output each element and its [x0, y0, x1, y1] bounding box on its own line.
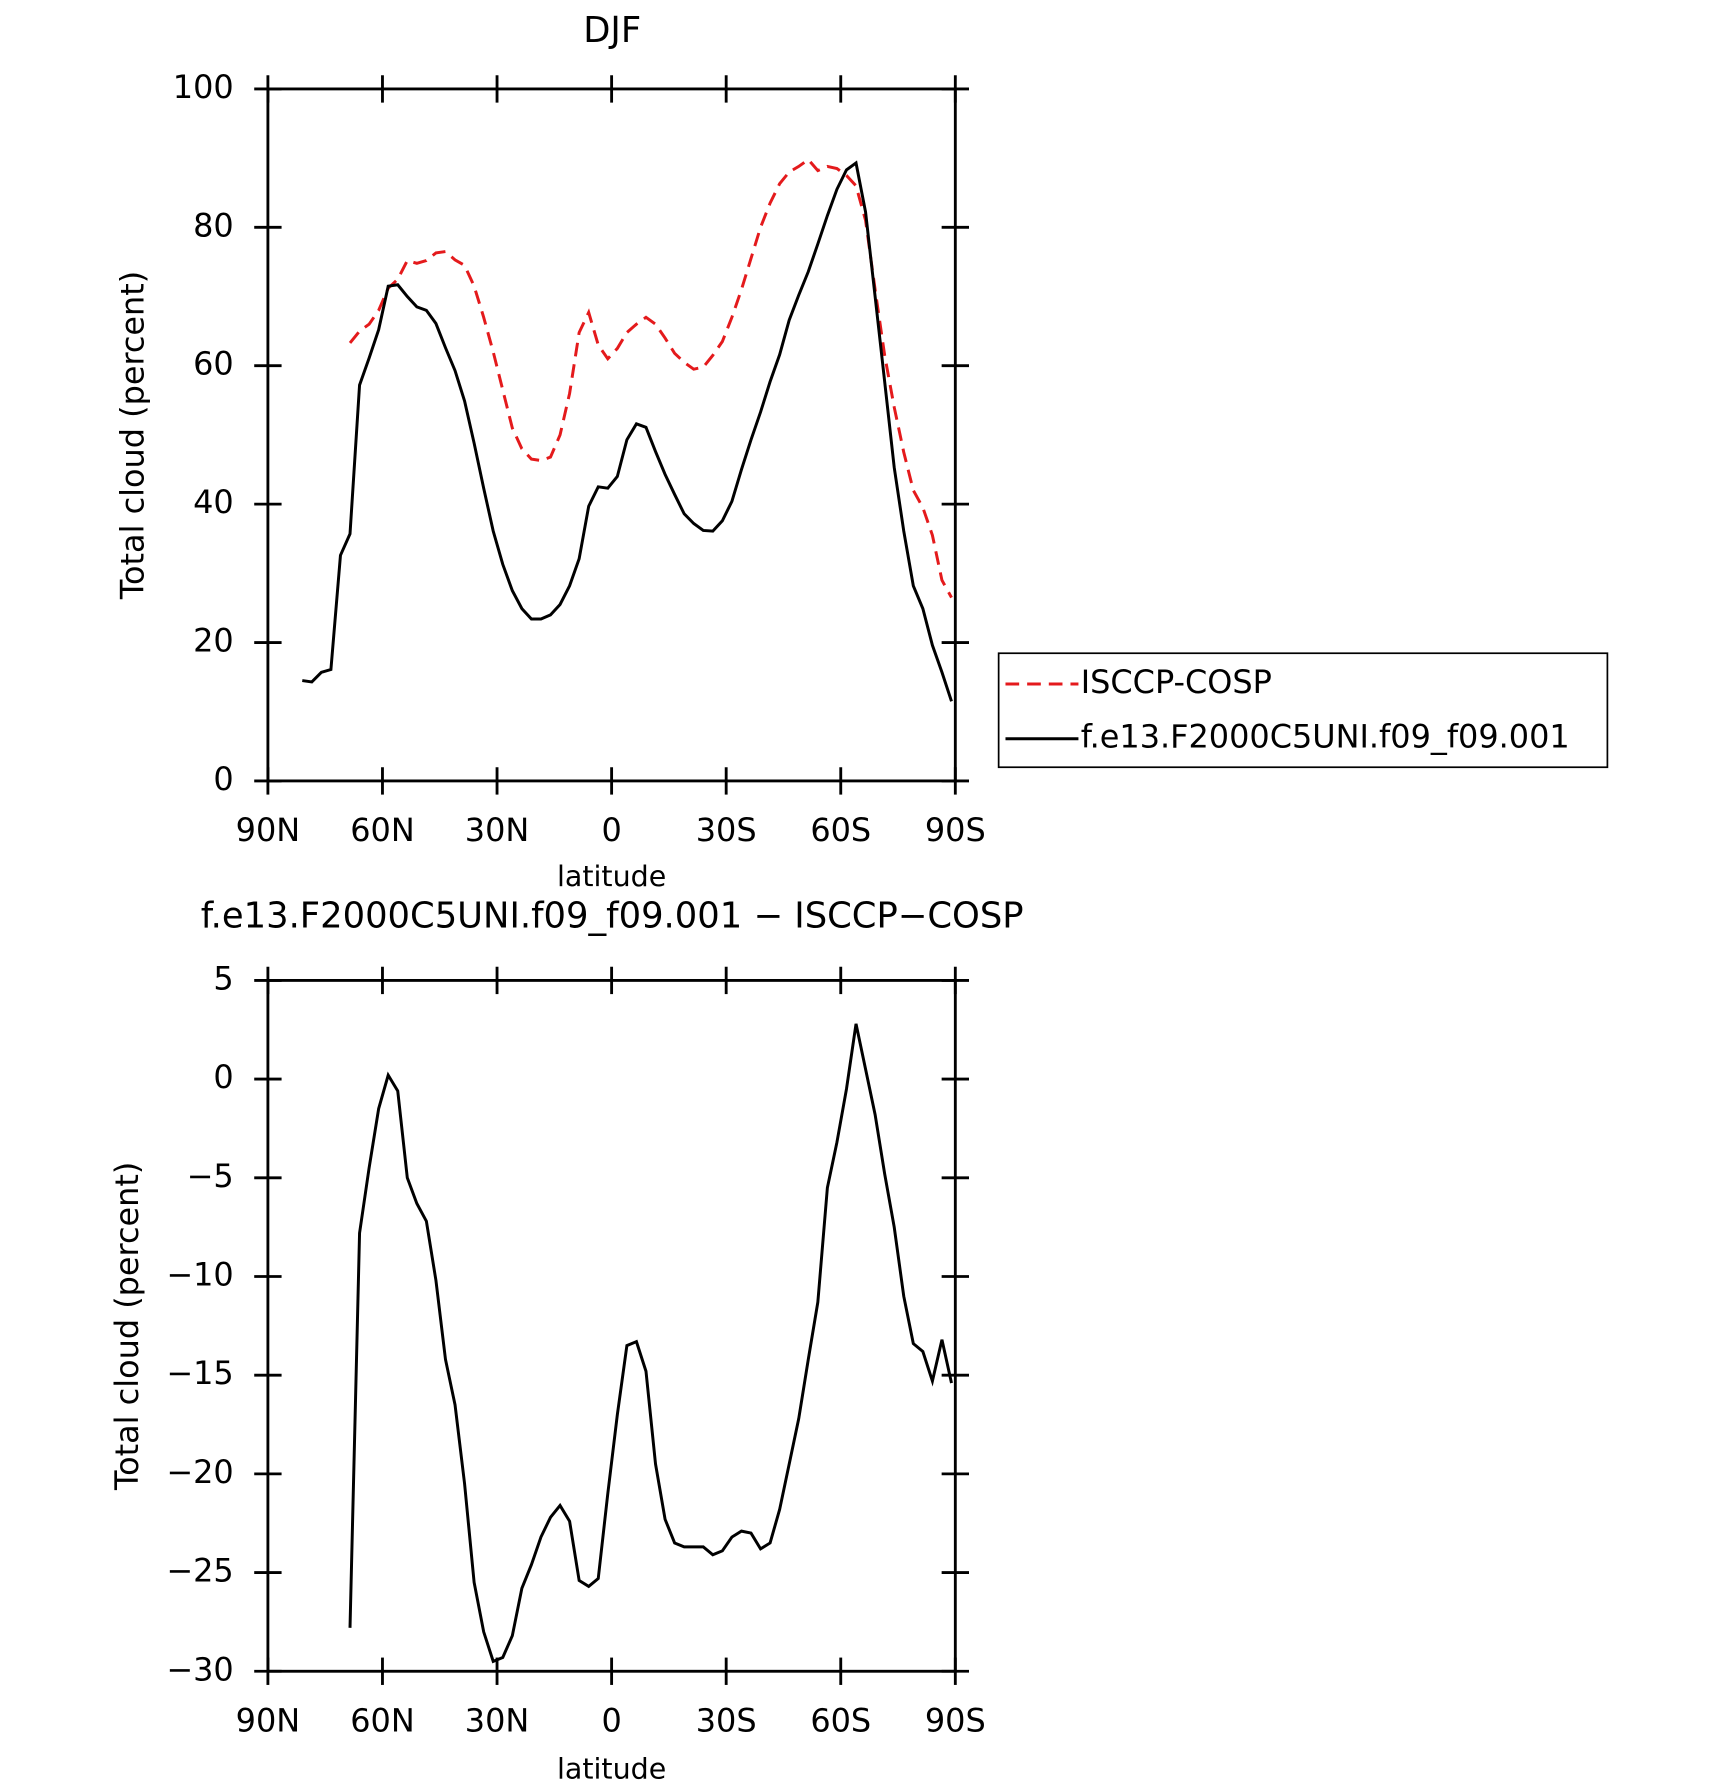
x-tick-label: 60S	[810, 1702, 871, 1740]
plot-frame	[266, 87, 957, 783]
x-axis-label: latitude	[557, 860, 666, 893]
x-tick-label: 30N	[465, 811, 529, 849]
data-line	[302, 160, 953, 702]
data-line	[348, 1023, 953, 1664]
y-tick-label: 5	[213, 959, 233, 997]
y-tick-label: 0	[213, 1058, 233, 1096]
chart-title: DJF	[583, 10, 641, 51]
chart-title: f.e13.F2000C5UNI.f09_f09.001 − ISCCP−COS…	[201, 896, 1024, 937]
legend-box	[997, 652, 1609, 769]
x-axis-label: latitude	[557, 1752, 666, 1783]
y-tick-label: 40	[193, 483, 234, 521]
x-tick-label: 0	[601, 1702, 621, 1740]
y-tick-label: −5	[187, 1157, 234, 1195]
x-tick-label: 30S	[696, 811, 757, 849]
x-tick-label: 60S	[810, 811, 871, 849]
y-tick-label: 100	[173, 68, 234, 106]
x-tick-label: 90N	[236, 811, 300, 849]
y-tick-label: 20	[193, 622, 234, 660]
x-tick-label: 90S	[925, 811, 986, 849]
y-axis-label: Total cloud (percent)	[108, 1162, 146, 1491]
x-tick-label: 60N	[350, 1702, 414, 1740]
y-tick-label: 60	[193, 345, 234, 383]
x-tick-label: 60N	[350, 811, 414, 849]
y-tick-label: −25	[166, 1552, 233, 1590]
y-tick-label: −30	[166, 1650, 233, 1688]
x-tick-label: 0	[601, 811, 621, 849]
y-tick-label: −20	[166, 1453, 233, 1491]
y-axis-label: Total cloud (percent)	[114, 271, 152, 600]
x-tick-label: 90N	[236, 1702, 300, 1740]
legend-label: ISCCP-COSP	[1081, 663, 1272, 701]
y-tick-label: −15	[166, 1354, 233, 1392]
x-tick-label: 30S	[696, 1702, 757, 1740]
x-tick-label: 30N	[465, 1702, 529, 1740]
y-tick-label: −10	[166, 1255, 233, 1293]
data-line	[348, 157, 953, 599]
legend-label: f.e13.F2000C5UNI.f09_f09.001	[1081, 718, 1570, 756]
y-tick-label: 0	[213, 760, 233, 798]
x-tick-label: 90S	[925, 1702, 986, 1740]
plot-frame	[266, 978, 957, 1673]
y-tick-label: 80	[193, 206, 234, 244]
